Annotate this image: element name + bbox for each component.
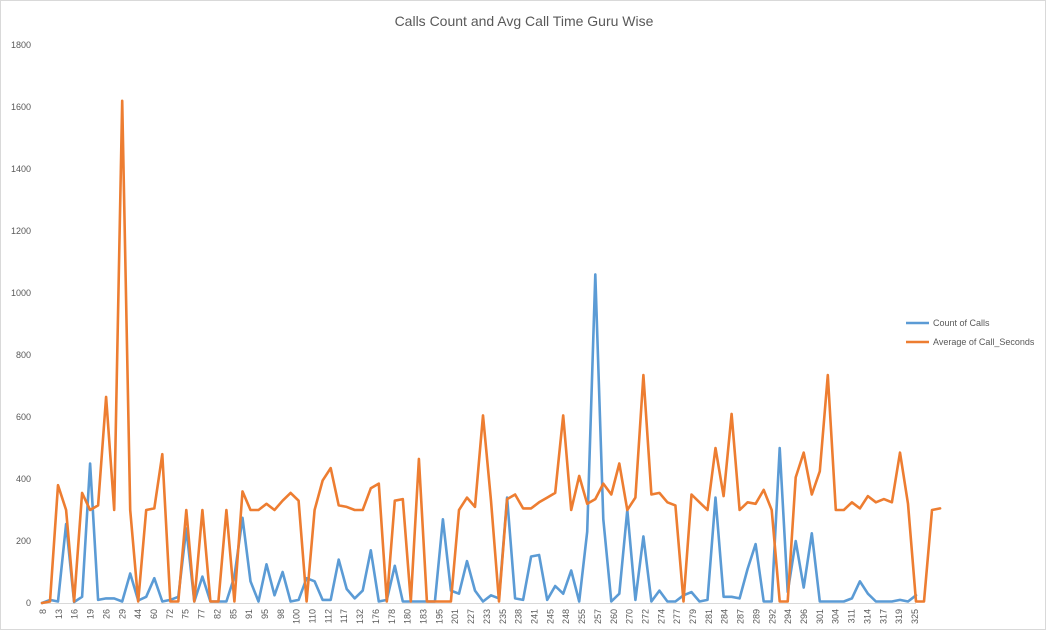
- chart-title: Calls Count and Avg Call Time Guru Wise: [395, 13, 654, 29]
- x-tick-label: 292: [767, 609, 777, 624]
- x-tick-label: 77: [197, 609, 207, 619]
- x-tick-label: 287: [736, 609, 746, 624]
- x-tick-label: 98: [276, 609, 286, 619]
- x-tick-label: 132: [355, 609, 365, 624]
- x-tick-label: 238: [514, 609, 524, 624]
- x-tick-label: 279: [688, 609, 698, 624]
- x-tick-label: 201: [450, 609, 460, 624]
- x-tick-label: 95: [260, 609, 270, 619]
- x-tick-label: 272: [640, 609, 650, 624]
- series-line-average-call-seconds: [40, 99, 942, 605]
- y-tick-label: 400: [16, 474, 31, 484]
- y-tick-label: 1800: [11, 40, 31, 50]
- x-tick-label: 13: [54, 609, 64, 619]
- x-tick-label: 294: [783, 609, 793, 624]
- x-tick-label: 8: [38, 609, 48, 614]
- y-tick-label: 1400: [11, 164, 31, 174]
- series-line-count-of-calls: [40, 273, 918, 605]
- x-tick-label: 257: [593, 609, 603, 624]
- x-tick-label: 183: [419, 609, 429, 624]
- y-tick-label: 600: [16, 412, 31, 422]
- x-tick-label: 233: [482, 609, 492, 624]
- x-tick-label: 248: [561, 609, 571, 624]
- x-tick-label: 245: [545, 609, 555, 624]
- x-tick-label: 296: [799, 609, 809, 624]
- y-tick-label: 200: [16, 536, 31, 546]
- x-tick-label: 317: [878, 609, 888, 624]
- x-tick-label: 75: [181, 609, 191, 619]
- x-tick-label: 304: [831, 609, 841, 624]
- x-tick-label: 274: [656, 609, 666, 624]
- y-tick-label: 800: [16, 350, 31, 360]
- legend-label: Count of Calls: [933, 318, 990, 328]
- x-tick-label: 314: [862, 609, 872, 624]
- x-tick-label: 82: [212, 609, 222, 619]
- x-tick-label: 289: [751, 609, 761, 624]
- y-tick-label: 1200: [11, 226, 31, 236]
- legend: Count of Calls Average of Call_Seconds: [906, 318, 1035, 347]
- series-group: [40, 99, 942, 605]
- x-tick-label: 260: [609, 609, 619, 624]
- x-tick-label: 110: [308, 609, 318, 623]
- x-tick-label: 255: [577, 609, 587, 624]
- x-tick-label: 195: [434, 609, 444, 624]
- x-tick-label: 235: [498, 609, 508, 624]
- x-tick-label: 227: [466, 609, 476, 624]
- x-axis-ticks: 8 13 16 19 26 29 44 60 72 75 77 82 85 91 95 98 100 110 112…: [38, 609, 920, 624]
- x-tick-label: 178: [387, 609, 397, 624]
- x-tick-label: 44: [133, 609, 143, 619]
- y-tick-label: 1000: [11, 288, 31, 298]
- x-tick-label: 325: [910, 609, 920, 624]
- x-tick-label: 281: [704, 609, 714, 624]
- x-tick-label: 91: [244, 609, 254, 619]
- legend-label: Average of Call_Seconds: [933, 337, 1035, 347]
- x-tick-label: 60: [149, 609, 159, 619]
- x-tick-label: 100: [292, 609, 302, 624]
- x-tick-label: 85: [228, 609, 238, 619]
- x-tick-label: 72: [165, 609, 175, 619]
- x-tick-label: 112: [323, 609, 333, 623]
- x-tick-label: 29: [117, 609, 127, 619]
- y-tick-label: 0: [26, 598, 31, 608]
- y-axis-ticks: 0 200 400 600 800 1000 1200 1400 1600 1800: [11, 40, 31, 608]
- x-tick-label: 180: [403, 609, 413, 624]
- y-tick-label: 1600: [11, 102, 31, 112]
- x-tick-label: 241: [529, 609, 539, 624]
- x-tick-label: 117: [339, 609, 349, 623]
- x-tick-label: 301: [815, 609, 825, 624]
- x-tick-label: 270: [625, 609, 635, 624]
- x-tick-label: 176: [371, 609, 381, 624]
- x-tick-label: 319: [894, 609, 904, 624]
- x-tick-label: 19: [86, 609, 96, 619]
- x-tick-label: 26: [101, 609, 111, 619]
- x-tick-label: 277: [672, 609, 682, 624]
- x-tick-label: 311: [847, 609, 857, 623]
- x-tick-label: 284: [720, 609, 730, 624]
- x-tick-label: 16: [70, 609, 80, 619]
